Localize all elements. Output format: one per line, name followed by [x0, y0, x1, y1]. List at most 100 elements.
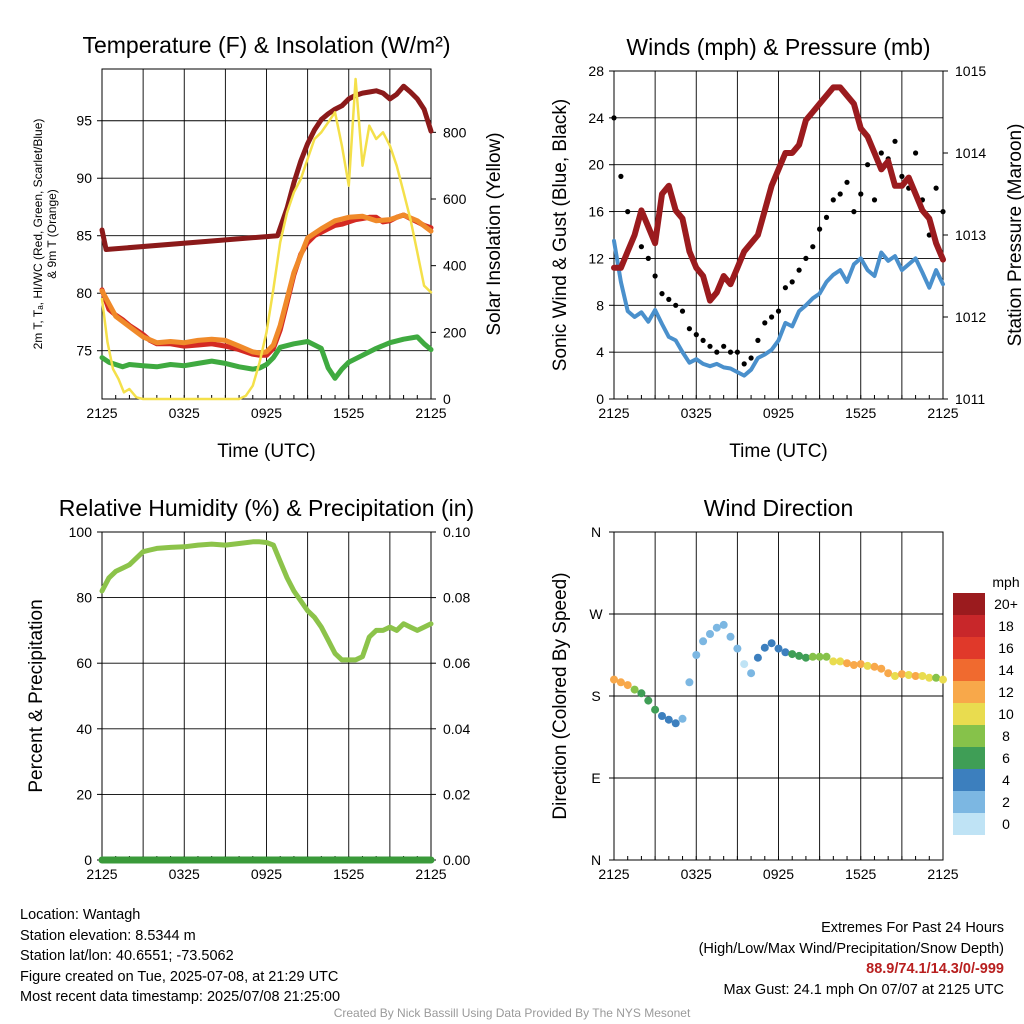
extremes-title: Extremes For Past 24 Hours: [821, 920, 1004, 936]
colorbar-title: mph: [992, 574, 1019, 590]
gust-point: [625, 209, 631, 215]
gust-point: [775, 308, 782, 314]
y-tick-label: E: [591, 770, 600, 786]
right-axis-label: Solar Insolation (Yellow): [484, 132, 505, 335]
max-gust-text: Max Gust: 24.1 mph On 07/07 at 2125 UTC: [723, 981, 1004, 998]
direction-point: [733, 644, 742, 653]
gust-point: [762, 320, 768, 326]
direction-point: [644, 696, 653, 705]
direction-point: [747, 669, 756, 678]
colorbar-swatch: [953, 593, 985, 615]
series-line-station-pressure: [611, 84, 946, 304]
gust-point: [693, 332, 699, 338]
colorbar-label: 16: [998, 640, 1014, 656]
direction-point: [829, 657, 838, 666]
colorbar-label: 20+: [994, 596, 1018, 612]
gust-point: [789, 279, 795, 285]
direction-point: [623, 681, 632, 690]
y-tick-label: 4: [596, 344, 604, 360]
gust-point: [844, 179, 850, 185]
y-tick-label: 80: [76, 590, 92, 606]
y2-tick-label: 0.02: [443, 786, 470, 802]
left-axis-label: 2m T, Tₐ, HI/WC (Red, Green, Scarlet/Blu…: [31, 119, 45, 350]
gust-point: [913, 150, 919, 156]
y-tick-label: 12: [588, 250, 604, 266]
gust-point: [796, 267, 802, 273]
station-info: Location: Wantagh Station elevation: 8.5…: [20, 905, 340, 1008]
x-tick-label: 0925: [763, 405, 794, 421]
y2-tick-label: 1015: [955, 63, 986, 79]
gust-point: [714, 349, 720, 355]
y2-tick-label: 0: [443, 391, 451, 407]
x-tick-label: 1525: [845, 405, 876, 421]
direction-point: [726, 632, 735, 641]
direction-point: [706, 630, 714, 638]
y2-tick-label: 0.00: [443, 852, 470, 868]
y2-tick-label: 400: [443, 258, 467, 274]
colorbar-swatch: [953, 615, 985, 637]
direction-point: [664, 715, 673, 724]
recent-text: Most recent data timestamp: 2025/07/08 2…: [20, 989, 341, 1005]
colorbar-swatch: [953, 659, 985, 681]
location-text: Location: Wantagh: [20, 907, 141, 923]
y-tick-label: 8: [596, 297, 604, 313]
y-tick-label: S: [591, 688, 600, 704]
gust-point: [810, 244, 816, 250]
colorbar-label: 18: [998, 618, 1014, 634]
y-tick-label: 20: [588, 157, 604, 173]
y-tick-label: 24: [588, 110, 604, 126]
direction-point: [719, 620, 728, 629]
gust-point: [666, 296, 672, 302]
direction-point: [808, 652, 817, 661]
x-axis-label: Time (UTC): [729, 441, 828, 462]
y2-tick-label: 1013: [955, 227, 986, 243]
direction-point: [651, 705, 660, 714]
colorbar-label: 4: [1002, 772, 1010, 788]
panel-title: Temperature (F) & Insolation (W/m²): [82, 32, 450, 58]
gust-point: [611, 115, 617, 121]
y-tick-label: W: [589, 606, 603, 622]
direction-point: [843, 659, 851, 668]
direction-point: [788, 650, 797, 659]
gust-point: [837, 191, 843, 197]
y-tick-label: 0: [84, 852, 92, 868]
y-tick-label: 20: [76, 786, 92, 802]
y2-tick-label: 200: [443, 324, 467, 340]
x-tick-label: 2125: [415, 866, 446, 882]
gust-point: [940, 209, 946, 215]
colorbar-label: 10: [998, 706, 1014, 722]
colorbar-swatch: [953, 637, 985, 659]
gust-point: [618, 173, 624, 179]
x-axis-label: Time (UTC): [217, 441, 316, 462]
direction-point: [767, 639, 776, 648]
gust-point: [679, 308, 686, 314]
x-tick-label: 1525: [333, 405, 364, 421]
y-tick-label: N: [591, 524, 601, 540]
direction-point: [836, 657, 845, 666]
x-tick-label: 0925: [251, 405, 282, 421]
gust-point: [933, 185, 939, 191]
direction-point: [849, 661, 858, 669]
direction-point: [932, 673, 941, 682]
extremes-values: 88.9/74.1/14.3/0/-999: [866, 961, 1004, 977]
colorbar-label: 0: [1002, 816, 1010, 832]
gust-point: [769, 314, 775, 320]
direction-point: [760, 643, 769, 652]
left-axis-label: Direction (Colored By Speed): [550, 572, 571, 819]
gust-point: [878, 150, 884, 156]
extremes-info: Extremes For Past 24 Hours (High/Low/Max…: [699, 918, 1004, 1000]
direction-point: [774, 644, 783, 653]
x-tick-label: 0325: [169, 866, 200, 882]
colorbar-label: 6: [1002, 750, 1010, 766]
direction-point: [877, 664, 886, 673]
y-tick-label: 16: [588, 204, 604, 220]
direction-point: [904, 671, 913, 679]
colorbar-label: 8: [1002, 728, 1010, 744]
y-tick-label: 85: [76, 228, 92, 244]
gust-point: [871, 197, 878, 203]
direction-point: [939, 675, 947, 684]
gust-point: [823, 214, 830, 220]
x-tick-label: 0925: [763, 866, 794, 882]
y-tick-label: 0: [596, 391, 604, 407]
